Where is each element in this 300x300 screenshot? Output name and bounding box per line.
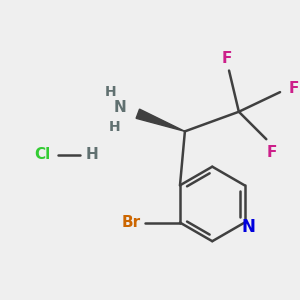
Text: F: F [222,51,232,66]
Text: N: N [114,100,127,115]
Text: F: F [267,146,278,160]
Text: F: F [289,81,299,96]
Text: H: H [104,85,116,99]
Text: Br: Br [122,215,140,230]
Text: H: H [109,120,120,134]
Polygon shape [136,109,185,131]
Text: H: H [85,147,98,162]
Text: N: N [242,218,255,236]
Text: Cl: Cl [34,147,51,162]
